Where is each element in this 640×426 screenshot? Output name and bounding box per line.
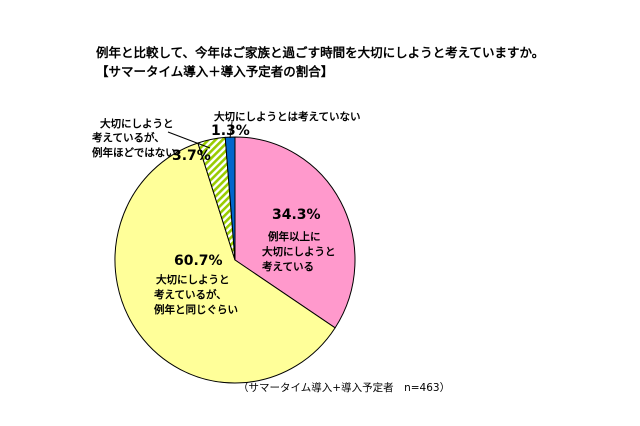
slice-1-label-line-1: 例年以上に: [268, 230, 321, 243]
slice-3-label-line-1: 大切にしようと: [100, 117, 174, 130]
slice-2-label-line-1: 大切にしようと: [156, 273, 230, 286]
slice-1-label-line-2: 大切にしようと: [262, 245, 336, 258]
leader-line-slice-3: [167, 131, 211, 149]
leader-line-slice-4: [229, 121, 233, 139]
sample-note: （サマータイム導入+導入予定者 n=463）: [238, 381, 450, 394]
slice-2-label-line-3: 例年と同じぐらい: [154, 303, 238, 316]
pie-slice-2: [114, 142, 336, 384]
chart-title: 例年と比較して、今年はご家族と過ごす時間を大切にしようと考えていますか。: [96, 45, 544, 60]
slice-2-value: 60.7%: [174, 253, 223, 269]
chart-subtitle: 【サマータイム導入＋導入予定者の割合】: [96, 64, 333, 79]
pie-slices: [114, 136, 356, 384]
slice-4-label: 大切にしようとは考えていない: [214, 110, 360, 123]
slice-3-label-line-2: 考えているが、: [92, 131, 165, 144]
slice-3-value: 3.7%: [172, 148, 211, 164]
slice-3-label-line-3: 例年ほどではない: [92, 146, 176, 159]
slice-1-label-line-3: 考えている: [262, 260, 314, 273]
slice-1-value: 34.3%: [272, 207, 321, 223]
slice-2-label-line-2: 考えているが、: [154, 288, 227, 301]
slice-4-value: 1.3%: [211, 123, 250, 139]
